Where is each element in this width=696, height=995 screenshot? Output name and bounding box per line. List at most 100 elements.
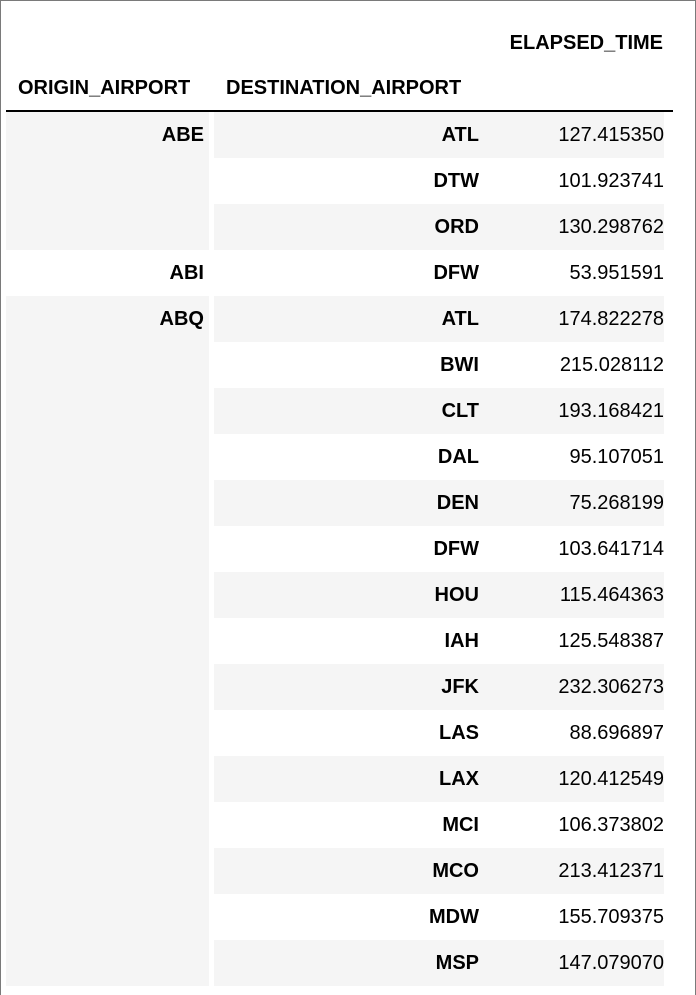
elapsed-time-cell: 125.548387	[479, 618, 664, 664]
elapsed-time-cell: 193.168421	[479, 388, 664, 434]
index-header-destination-airport: DESTINATION_AIRPORT	[226, 77, 462, 99]
table-row: JFK 232.306273	[1, 664, 695, 710]
table-header: ELAPSED_TIME ORIGIN_AIRPORT DESTINATION_…	[1, 1, 695, 112]
origin-airport-cell	[6, 434, 209, 480]
origin-airport-cell	[6, 940, 209, 986]
table-row: CLT 193.168421	[1, 388, 695, 434]
origin-airport-cell	[6, 848, 209, 894]
elapsed-time-value: 125.548387	[558, 630, 664, 652]
destination-airport-label: DEN	[436, 492, 479, 514]
origin-airport-cell: ABI	[6, 250, 209, 296]
elapsed-time-value: 88.696897	[569, 722, 664, 744]
destination-airport-label: ATL	[441, 124, 479, 146]
destination-airport-label: ATL	[441, 308, 479, 330]
destination-airport-cell: IAH	[214, 618, 479, 664]
destination-airport-label: BWI	[440, 354, 479, 376]
origin-airport-label: ABI	[169, 262, 204, 284]
table-row: LAS 88.696897	[1, 710, 695, 756]
destination-airport-cell: MCI	[214, 802, 479, 848]
elapsed-time-cell: 115.464363	[479, 572, 664, 618]
elapsed-time-value: 213.412371	[558, 860, 664, 882]
table-row: MSP 147.079070	[1, 940, 695, 986]
table-row: DAL 95.107051	[1, 434, 695, 480]
elapsed-time-cell: 120.412549	[479, 756, 664, 802]
elapsed-time-value: 75.268199	[569, 492, 664, 514]
origin-airport-cell	[6, 802, 209, 848]
origin-airport-cell	[6, 388, 209, 434]
origin-airport-label: ABQ	[159, 308, 204, 330]
destination-airport-label: DFW	[433, 538, 479, 560]
header-divider	[6, 110, 673, 112]
destination-airport-label: JFK	[441, 676, 479, 698]
destination-airport-cell: DAL	[214, 434, 479, 480]
table-row: HOU 115.464363	[1, 572, 695, 618]
elapsed-time-cell: 88.696897	[479, 710, 664, 756]
elapsed-time-value: 193.168421	[558, 400, 664, 422]
elapsed-time-value: 115.464363	[559, 584, 664, 606]
elapsed-time-cell: 103.641714	[479, 526, 664, 572]
origin-airport-cell	[6, 710, 209, 756]
destination-airport-label: DTW	[433, 170, 479, 192]
index-header-origin-airport: ORIGIN_AIRPORT	[18, 77, 191, 99]
destination-airport-cell: JFK	[214, 664, 479, 710]
destination-airport-cell: CLT	[214, 388, 479, 434]
destination-airport-cell: DEN	[214, 480, 479, 526]
elapsed-time-value: 53.951591	[569, 262, 664, 284]
origin-airport-cell	[6, 894, 209, 940]
table-row: MCO 213.412371	[1, 848, 695, 894]
destination-airport-cell: DTW	[214, 158, 479, 204]
origin-airport-cell: ABE	[6, 112, 209, 158]
destination-airport-label: DAL	[437, 446, 479, 468]
destination-airport-label: MCI	[442, 814, 479, 836]
destination-airport-cell: MDW	[214, 894, 479, 940]
origin-airport-cell	[6, 618, 209, 664]
elapsed-time-value: 127.415350	[558, 124, 664, 146]
destination-airport-label: LAX	[439, 768, 479, 790]
destination-airport-label: ORD	[434, 216, 479, 238]
origin-airport-cell	[6, 204, 209, 250]
destination-airport-label: IAH	[444, 630, 479, 652]
origin-airport-cell	[6, 342, 209, 388]
table-row: MDW 155.709375	[1, 894, 695, 940]
destination-airport-cell: ATL	[214, 112, 479, 158]
destination-airport-label: MDW	[429, 906, 479, 928]
elapsed-time-cell: 95.107051	[479, 434, 664, 480]
table-body: ABE ATL 127.415350 DTW 101.923741 ORD 130.2987…	[1, 112, 695, 986]
destination-airport-label: MCO	[432, 860, 479, 882]
elapsed-time-value: 232.306273	[558, 676, 664, 698]
origin-airport-cell: ABQ	[6, 296, 209, 342]
destination-airport-cell: MSP	[214, 940, 479, 986]
table-row: LAX 120.412549	[1, 756, 695, 802]
table-row: DEN 75.268199	[1, 480, 695, 526]
column-header-elapsed-time: ELAPSED_TIME	[509, 32, 663, 54]
destination-airport-cell: LAS	[214, 710, 479, 756]
elapsed-time-cell: 130.298762	[479, 204, 664, 250]
destination-airport-label: DFW	[433, 262, 479, 284]
destination-airport-cell: DFW	[214, 526, 479, 572]
elapsed-time-cell: 101.923741	[479, 158, 664, 204]
elapsed-time-value: 101.923741	[558, 170, 664, 192]
table-row: IAH 125.548387	[1, 618, 695, 664]
elapsed-time-value: 130.298762	[558, 216, 664, 238]
table-row: ABQ ATL 174.822278	[1, 296, 695, 342]
destination-airport-cell: BWI	[214, 342, 479, 388]
destination-airport-cell: HOU	[214, 572, 479, 618]
elapsed-time-cell: 232.306273	[479, 664, 664, 710]
origin-airport-cell	[6, 756, 209, 802]
origin-airport-cell	[6, 158, 209, 204]
origin-airport-cell	[6, 572, 209, 618]
elapsed-time-value: 95.107051	[569, 446, 664, 468]
table-row: ABI DFW 53.951591	[1, 250, 695, 296]
destination-airport-label: LAS	[439, 722, 479, 744]
destination-airport-cell: LAX	[214, 756, 479, 802]
table-row: BWI 215.028112	[1, 342, 695, 388]
destination-airport-cell: DFW	[214, 250, 479, 296]
elapsed-time-value: 215.028112	[559, 354, 664, 376]
table-row: MCI 106.373802	[1, 802, 695, 848]
elapsed-time-cell: 106.373802	[479, 802, 664, 848]
origin-airport-label: ABE	[161, 124, 204, 146]
elapsed-time-value: 106.373802	[558, 814, 664, 836]
elapsed-time-cell: 127.415350	[479, 112, 664, 158]
elapsed-time-cell: 53.951591	[479, 250, 664, 296]
